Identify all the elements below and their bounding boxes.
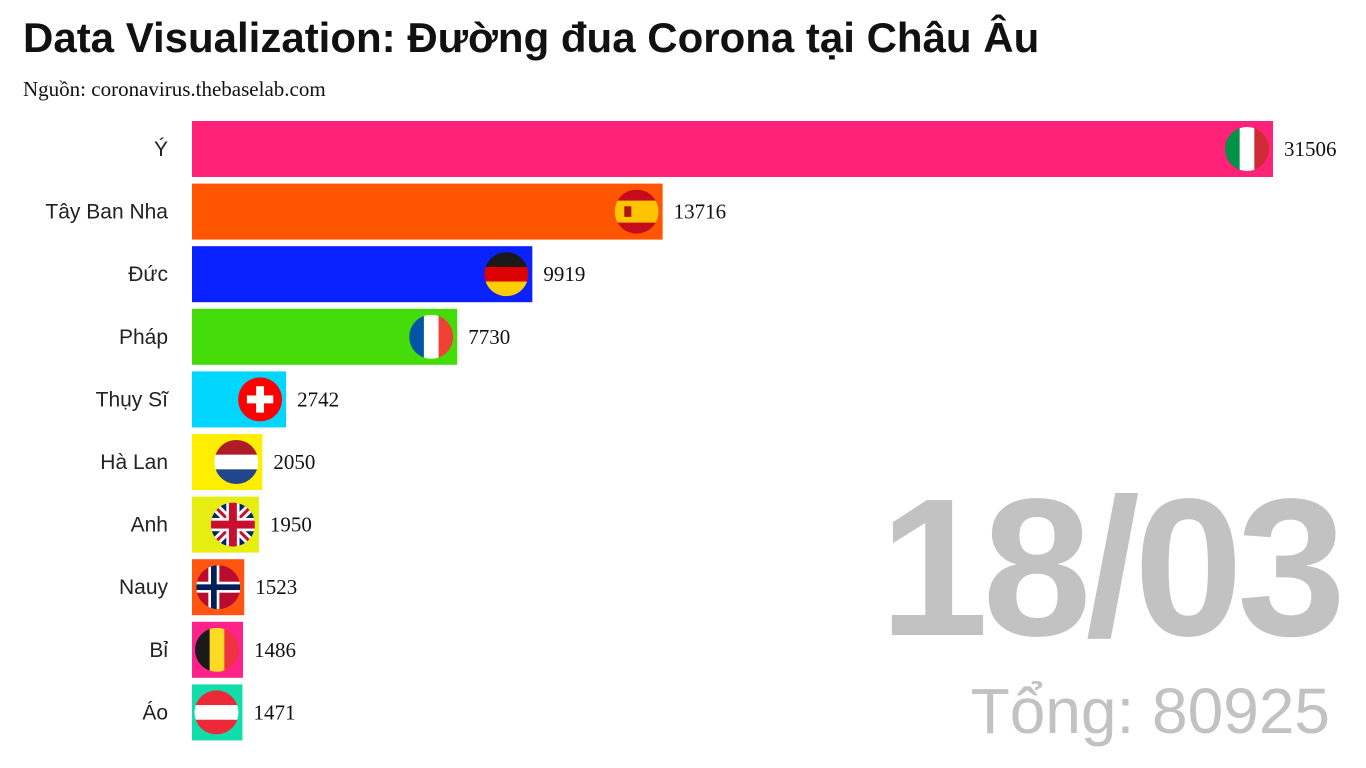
category-label: Áo [142,701,168,724]
value-label: 13716 [674,200,727,224]
bar-group: Đức 9919 [128,246,585,303]
category-label: Hà Lan [100,451,168,474]
flag-italy-icon [1225,127,1269,171]
bar-group: Pháp 7730 [119,308,510,365]
total-label: Tổng: 80925 [970,675,1330,747]
value-label: 31506 [1284,137,1337,161]
flag-germany-icon [484,252,529,297]
bar-group: Thụy Sĩ 2742 [96,371,339,428]
bars-layer: Ý 31506 Tây Ban Nha 13716 Đức 9919 Pháp 7730 Thụ… [45,121,1337,741]
bar-group: Bỉ 1486 [149,621,296,678]
bar-group: Áo 1471 [142,684,295,741]
category-label: Thụy Sĩ [96,388,170,411]
value-label: 7730 [468,325,510,349]
flag-norway-icon [196,565,241,610]
bar [192,246,533,303]
flag-switzerland-icon [238,377,283,422]
category-label: Nauy [119,576,169,599]
bar-group: Hà Lan 2050 [100,434,315,490]
flag-austria-icon [194,690,239,735]
category-label: Bỉ [149,639,168,662]
category-label: Anh [131,514,168,537]
bar-group: Ý 31506 [154,121,1337,177]
chart-source: Nguồn: coronavirus.thebaselab.com [23,77,326,101]
value-label: 1486 [254,638,296,662]
flag-uk-icon [210,502,255,547]
value-label: 2050 [273,450,315,474]
flag-belgium-icon [194,627,239,672]
category-label: Đức [128,263,168,286]
flag-netherlands-icon [214,440,259,484]
bar-group: Nauy 1523 [119,559,297,616]
category-label: Pháp [119,326,168,349]
chart-title: Data Visualization: Đường đua Corona tại… [23,14,1040,61]
value-label: 2742 [297,387,339,411]
bar [192,183,663,240]
value-label: 1471 [253,700,295,724]
flag-spain-icon [614,189,659,234]
value-label: 9919 [543,262,585,286]
value-label: 1523 [255,575,297,599]
bar [192,121,1273,177]
category-label: Tây Ban Nha [45,201,168,224]
date-label: 18/03 [879,458,1346,677]
value-label: 1950 [270,513,312,537]
bar-group: Tây Ban Nha 13716 [45,183,727,240]
category-label: Ý [154,138,168,161]
flag-france-icon [409,314,454,359]
bar-group: Anh 1950 [131,496,312,553]
